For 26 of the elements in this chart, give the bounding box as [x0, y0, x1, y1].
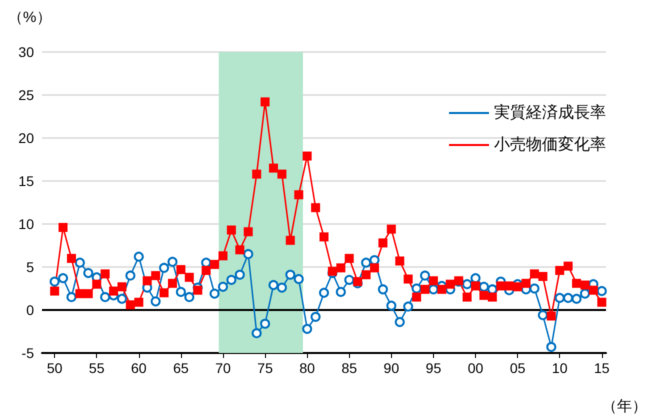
x-tick-label: 55: [88, 360, 105, 376]
y-tick-label: -5: [22, 345, 34, 361]
x-tick-label: 00: [468, 360, 484, 376]
x-tick-label: 70: [215, 360, 231, 376]
x-tick-label: 90: [384, 360, 400, 376]
legend-label: 小売物価変化率: [494, 136, 606, 154]
y-tick-label: 30: [18, 44, 34, 60]
x-tick-label: 65: [173, 360, 189, 376]
x-tick-label: 15: [594, 360, 610, 376]
y-tick-label: 5: [26, 259, 34, 275]
x-tick-label: 75: [257, 360, 274, 376]
y-tick-label: 0: [26, 302, 34, 318]
y-tick-label: 25: [18, 87, 34, 103]
y-tick-label: 20: [18, 130, 34, 146]
x-tick-label: 05: [510, 360, 526, 376]
x-tick-label: 50: [46, 360, 63, 376]
x-tick-label: 95: [426, 360, 442, 376]
x-axis-title: （年）: [602, 398, 647, 415]
x-tick-label: 60: [131, 360, 147, 376]
y-axis-title: （%）: [8, 9, 52, 26]
x-tick-label: 10: [552, 360, 568, 376]
y-tick-label: 10: [18, 216, 34, 232]
x-tick-label: 80: [299, 360, 316, 376]
legend-label: 実質経済成長率: [494, 104, 606, 122]
x-tick-label: 85: [341, 360, 358, 376]
y-tick-label: 15: [18, 173, 34, 189]
